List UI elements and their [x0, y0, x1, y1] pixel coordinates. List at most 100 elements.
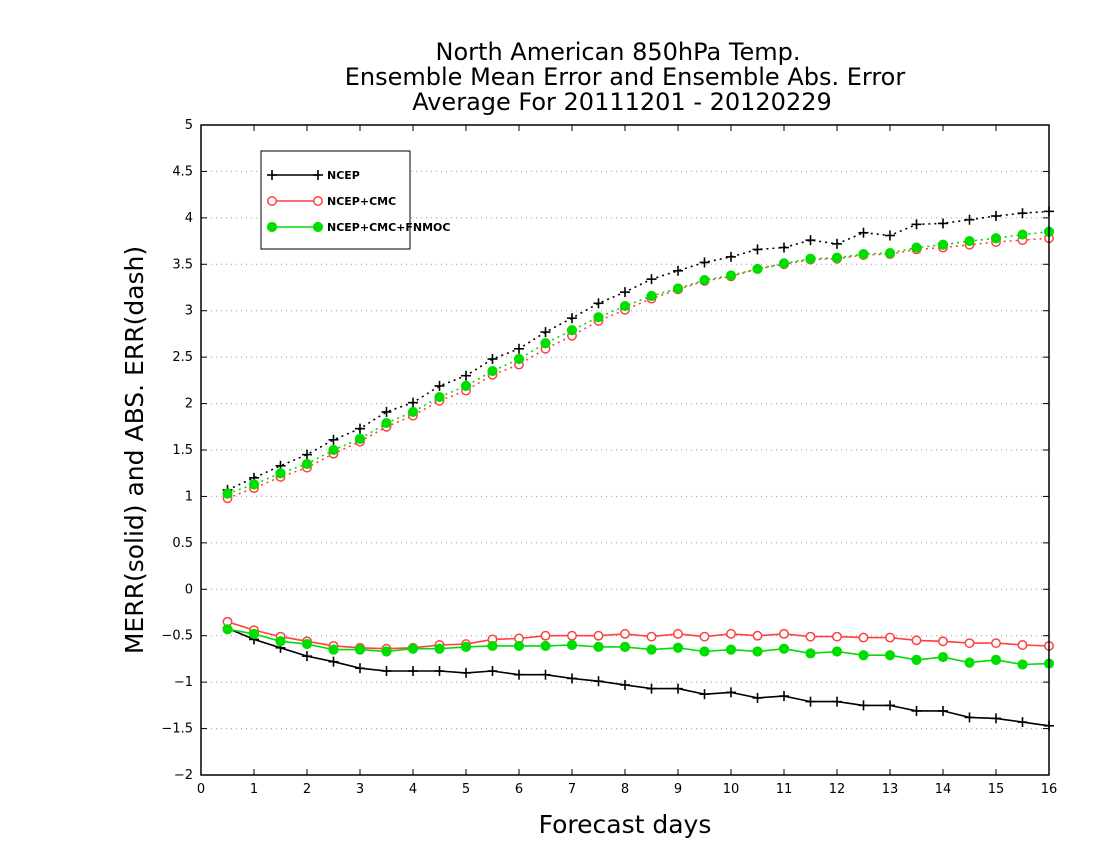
y-tick-label: 2 [185, 397, 193, 412]
series-line-ncep-abs-error [227, 210, 1050, 491]
data-point-ncep-abs-error [328, 434, 339, 445]
data-point-ncep-cmc-mean-error [673, 628, 683, 639]
data-point-ncep-abs-error [779, 242, 789, 253]
data-point-ncep-cmc-fnmoc-mean-error [1017, 659, 1028, 670]
data-point-ncep-cmc-fnmoc-abs-error [778, 258, 790, 269]
data-point-ncep-abs-error [646, 274, 657, 285]
data-point-ncep-cmc-fnmoc-abs-error [672, 283, 684, 294]
data-point-ncep-cmc-fnmoc-abs-error [831, 252, 843, 263]
legend-marker-ncep [267, 170, 277, 180]
data-point-ncep-cmc-mean-error [938, 636, 948, 647]
data-point-ncep-abs-error [673, 265, 683, 276]
data-point-ncep-cmc-fnmoc-abs-error [487, 365, 498, 377]
data-point-ncep-cmc-fnmoc-abs-error [911, 242, 922, 253]
data-point-ncep-abs-error [302, 449, 312, 460]
data-point-ncep-cmc-fnmoc-abs-error [301, 458, 313, 470]
data-point-ncep-cmc-mean-error [752, 630, 763, 641]
data-point-ncep-cmc-fnmoc-abs-error [752, 263, 763, 275]
data-point-ncep-cmc-fnmoc-mean-error [725, 644, 737, 655]
y-tick-label: −1.5 [161, 722, 193, 737]
data-point-ncep-cmc-fnmoc-mean-error [381, 646, 392, 657]
data-point-ncep-cmc-fnmoc-abs-error [566, 325, 578, 336]
data-point-ncep-cmc-fnmoc-mean-error [407, 643, 419, 654]
x-tick-label: 15 [988, 782, 1005, 797]
data-point-ncep-abs-error [805, 235, 816, 246]
data-point-ncep-mean-error [726, 687, 736, 698]
data-point-ncep-cmc-fnmoc-mean-error [301, 638, 313, 650]
data-point-ncep-abs-error [938, 218, 948, 229]
data-point-ncep-abs-error [885, 230, 895, 241]
data-point-ncep-abs-error [832, 238, 842, 249]
data-point-ncep-cmc-mean-error [699, 631, 710, 642]
data-point-ncep-cmc-fnmoc-abs-error [884, 248, 896, 259]
data-point-ncep-abs-error [991, 211, 1001, 221]
y-tick-label: 0.5 [172, 536, 193, 551]
data-point-ncep-cmc-fnmoc-mean-error [460, 641, 472, 652]
data-point-ncep-cmc-fnmoc-abs-error [725, 270, 737, 281]
y-tick-label: 4 [185, 211, 193, 226]
data-point-ncep-cmc-fnmoc-abs-error [990, 233, 1002, 244]
data-point-ncep-cmc-fnmoc-abs-error [540, 338, 551, 349]
data-point-ncep-mean-error [858, 700, 869, 711]
y-tick-label: −1 [174, 675, 193, 690]
data-point-ncep-cmc-fnmoc-mean-error [805, 648, 816, 659]
data-point-ncep-abs-error [487, 354, 498, 364]
data-point-ncep-cmc-fnmoc-mean-error [699, 646, 710, 657]
x-tick-label: 8 [621, 782, 629, 797]
data-point-ncep-mean-error [938, 705, 948, 716]
chart-title-line-2: Ensemble Mean Error and Ensemble Abs. Er… [345, 63, 906, 91]
data-point-ncep-cmc-fnmoc-abs-error [937, 239, 949, 250]
data-point-ncep-cmc-fnmoc-abs-error [805, 253, 816, 264]
data-point-ncep-cmc-fnmoc-mean-error [566, 639, 578, 651]
data-point-ncep-cmc-mean-error [805, 631, 816, 642]
legend-marker-ncep-cmc-fnmoc [312, 221, 324, 233]
data-point-ncep-mean-error [620, 679, 630, 690]
data-point-ncep-cmc-mean-error [567, 630, 577, 641]
x-tick-label: 4 [409, 782, 417, 797]
data-point-ncep-cmc-fnmoc-mean-error [964, 657, 975, 668]
data-point-ncep-cmc-fnmoc-abs-error [328, 444, 339, 456]
data-point-ncep-mean-error [646, 683, 657, 694]
x-tick-label: 1 [250, 782, 258, 797]
legend-box [260, 150, 411, 250]
data-point-ncep-abs-error [434, 380, 445, 391]
legend-label-ncep-cmc-fnmoc: NCEP+CMC+FNMOC [327, 221, 450, 234]
data-point-ncep-abs-error [752, 244, 763, 255]
data-point-ncep-mean-error [355, 663, 365, 674]
y-tick-label: 1 [185, 489, 193, 504]
data-point-ncep-mean-error [885, 700, 895, 711]
data-point-ncep-mean-error [567, 673, 577, 684]
data-point-ncep-abs-error [964, 214, 975, 225]
legend-marker-ncep-cmc [267, 196, 277, 206]
data-point-ncep-abs-error [355, 423, 365, 434]
data-point-ncep-mean-error [381, 666, 392, 676]
data-point-ncep-cmc-fnmoc-mean-error [275, 636, 286, 647]
legend-marker-ncep [313, 170, 323, 180]
data-point-ncep-cmc-fnmoc-abs-error [699, 274, 710, 286]
data-point-ncep-abs-error [1017, 208, 1028, 219]
data-point-ncep-cmc-fnmoc-abs-error [646, 290, 657, 301]
data-point-ncep-abs-error [911, 219, 922, 230]
data-point-ncep-mean-error [302, 651, 312, 662]
series-line-ncep-cmc-fnmoc-abs-error [227, 231, 1050, 495]
data-point-ncep-mean-error [805, 696, 816, 707]
data-point-ncep-abs-error [408, 397, 418, 408]
x-tick-label: 7 [568, 782, 576, 797]
data-point-ncep-mean-error [434, 666, 445, 676]
data-point-ncep-mean-error [699, 689, 710, 700]
legend-label-ncep-cmc: NCEP+CMC [327, 195, 396, 208]
data-point-ncep-cmc-mean-error [964, 638, 975, 649]
data-point-ncep-cmc-fnmoc-abs-error [275, 468, 286, 479]
data-point-ncep-cmc-mean-error [832, 631, 842, 642]
data-point-ncep-mean-error [514, 669, 524, 680]
data-point-ncep-cmc-fnmoc-abs-error [964, 235, 975, 247]
chart-title-line-1: North American 850hPa Temp. [436, 38, 801, 66]
data-point-ncep-abs-error [699, 257, 710, 268]
data-point-ncep-mean-error [328, 656, 339, 667]
x-tick-label: 2 [303, 782, 311, 797]
data-point-ncep-cmc-fnmoc-mean-error [248, 628, 260, 639]
data-point-ncep-cmc-fnmoc-mean-error [752, 646, 763, 657]
data-point-ncep-cmc-fnmoc-abs-error [222, 488, 233, 499]
legend-marker-ncep-cmc [313, 196, 323, 206]
